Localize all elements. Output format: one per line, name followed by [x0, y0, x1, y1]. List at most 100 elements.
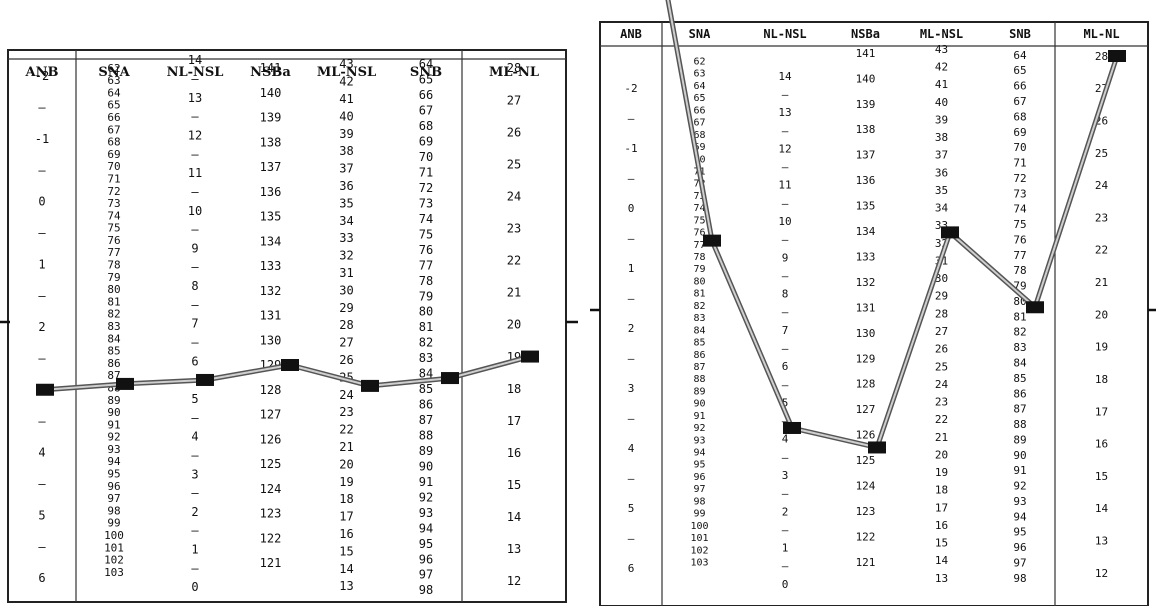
right-sna-tick-label: 95	[693, 460, 705, 471]
right-nsba-tick-label: 128	[856, 378, 876, 391]
left-sna-tick-label: 72	[107, 185, 120, 198]
right-sna-tick-label: 87	[693, 362, 705, 373]
left-ml-nl-tick-label: 18	[507, 382, 521, 396]
left-sna-tick-label: 99	[107, 517, 120, 530]
left-column-header: ML-NSL	[317, 65, 376, 80]
right-snb-tick-label: 67	[1013, 95, 1026, 108]
left-ml-nsl-tick-label: 24	[339, 388, 353, 402]
right-anb-tick-label: 2	[628, 322, 635, 335]
left-ml-nsl-tick-label: 18	[339, 492, 353, 506]
left-anb-tick-label: 4	[38, 446, 45, 460]
right-profile-line-highlight	[667, 0, 1118, 449]
right-anb-tick-label: –	[628, 532, 635, 545]
right-nl-nsl-tick-label: 5	[782, 396, 789, 409]
right-snb-tick-label: 77	[1013, 249, 1026, 262]
left-sna-tick-label: 77	[107, 246, 120, 259]
right-nl-nsl-tick-label: 2	[782, 505, 789, 518]
right-nsba-tick-label: 123	[856, 505, 876, 518]
left-ml-nsl-tick-label: 30	[339, 283, 353, 297]
left-table-frame	[7, 49, 567, 603]
left-snb-tick-label: 73	[419, 196, 433, 210]
right-sna-tick-label: 96	[693, 472, 705, 483]
left-anb-tick-label: -2	[35, 69, 49, 83]
left-ml-nl-tick-label: 17	[507, 414, 521, 428]
right-anb-tick-label: 1	[628, 262, 635, 275]
left-snb-tick-label: 88	[419, 429, 433, 443]
right-ml-nl-tick-label: 20	[1095, 308, 1108, 321]
left-ml-nl-tick-label: 24	[507, 189, 521, 203]
right-sna-tick-label: 94	[693, 448, 705, 459]
left-sna-tick-label: 76	[107, 234, 120, 247]
right-ml-nsl-tick-label: 38	[935, 131, 948, 144]
right-sna-tick-label: 79	[693, 264, 705, 275]
right-snb-tick-label: 83	[1013, 341, 1026, 354]
left-nsba-tick-label: 126	[260, 432, 282, 446]
left-sna-tick-label: 64	[107, 86, 121, 99]
left-snb-tick-label: 65	[419, 73, 433, 87]
right-snb-tick-label: 84	[1013, 357, 1027, 370]
right-ml-nsl-tick-label: 34	[935, 202, 949, 215]
right-snb-tick-label: 65	[1013, 64, 1026, 77]
right-nl-nsl-tick-label: –	[782, 88, 789, 101]
left-anb-tick-label: 1	[38, 257, 45, 271]
right-sna-tick-label: 85	[693, 338, 705, 349]
left-nsba-tick-label: 137	[260, 160, 282, 174]
right-snb-tick-label: 72	[1013, 172, 1026, 185]
right-ml-nl-tick-label: 15	[1095, 470, 1108, 483]
left-nsba-tick-label: 140	[260, 86, 282, 100]
left-nsba-tick-label: 132	[260, 284, 282, 298]
right-nl-nsl-tick-label: –	[782, 523, 789, 536]
left-sna-tick-label: 78	[107, 259, 120, 272]
right-snb-tick-label: 95	[1013, 526, 1026, 539]
left-snb-tick-label: 90	[419, 459, 433, 473]
left-snb-tick-label: 87	[419, 413, 433, 427]
right-nsba-tick-label: 133	[856, 251, 876, 264]
right-sna-tick-label: 98	[693, 496, 705, 507]
left-ml-nl-tick-label: 27	[507, 93, 521, 107]
left-nsba-tick-label: 125	[260, 457, 282, 471]
left-sna-tick-label: 93	[107, 443, 120, 456]
left-ml-nl-tick-label: 12	[507, 574, 521, 588]
left-nsba-tick-label: 124	[260, 482, 282, 496]
left-ml-nl-tick-label: 16	[507, 446, 521, 460]
left-snb-tick-label: 67	[419, 104, 433, 118]
right-ml-nsl-tick-label: 13	[935, 572, 948, 585]
right-snb-tick-label: 91	[1013, 464, 1026, 477]
right-anb-tick-label: 0	[628, 202, 635, 215]
left-ml-nsl-tick-label: 19	[339, 475, 353, 489]
left-ml-nl-tick-label: 26	[507, 125, 521, 139]
right-sna-tick-label: 66	[693, 105, 705, 116]
right-sna-tick-label: 101	[690, 533, 708, 544]
right-snb-tick-label: 98	[1013, 572, 1026, 585]
right-column-header: NL-NSL	[763, 27, 806, 41]
right-panel: ANB-2–-1–0–1–2–3–4–5–6SNA626364656667686…	[590, 0, 1156, 606]
left-sna-tick-label: 86	[107, 357, 120, 370]
right-ml-nsl-tick-label: 26	[935, 343, 948, 356]
right-nsba-tick-label: 138	[856, 123, 876, 136]
left-ml-nl-tick-label: 25	[507, 157, 521, 171]
right-column-header: SNB	[1009, 27, 1031, 41]
right-ml-nsl-tick-label: 15	[935, 537, 948, 550]
left-nl-nsl-tick-label: –	[191, 411, 199, 425]
right-sna-tick-label: 91	[693, 411, 705, 422]
left-profile-point	[521, 350, 539, 363]
left-ml-nsl-tick-label: 16	[339, 527, 353, 541]
left-nl-nsl-tick-label: 8	[191, 279, 198, 293]
left-sna-tick-label: 95	[107, 468, 120, 481]
right-snb-tick-label: 76	[1013, 233, 1026, 246]
left-nl-nsl-tick-label: –	[191, 223, 199, 237]
left-column-header: ANB	[25, 65, 59, 80]
right-sna-tick-label: 99	[693, 509, 705, 520]
left-snb-tick-label: 92	[419, 490, 433, 504]
left-ml-nsl-tick-label: 35	[339, 196, 353, 210]
left-snb-tick-label: 97	[419, 568, 433, 582]
right-column-header: ANB	[620, 27, 642, 41]
left-ml-nl-tick-label: 28	[507, 61, 521, 75]
right-nl-nsl-tick-label: 6	[782, 360, 789, 373]
left-profile-point	[441, 372, 459, 385]
right-sna-tick-label: 84	[693, 325, 705, 336]
right-nl-nsl-tick-label: 10	[778, 215, 791, 228]
left-sna-tick-label: 103	[104, 566, 124, 579]
right-nl-nsl-tick-label: 11	[778, 179, 791, 192]
left-nsba-tick-label: 141	[260, 61, 282, 75]
